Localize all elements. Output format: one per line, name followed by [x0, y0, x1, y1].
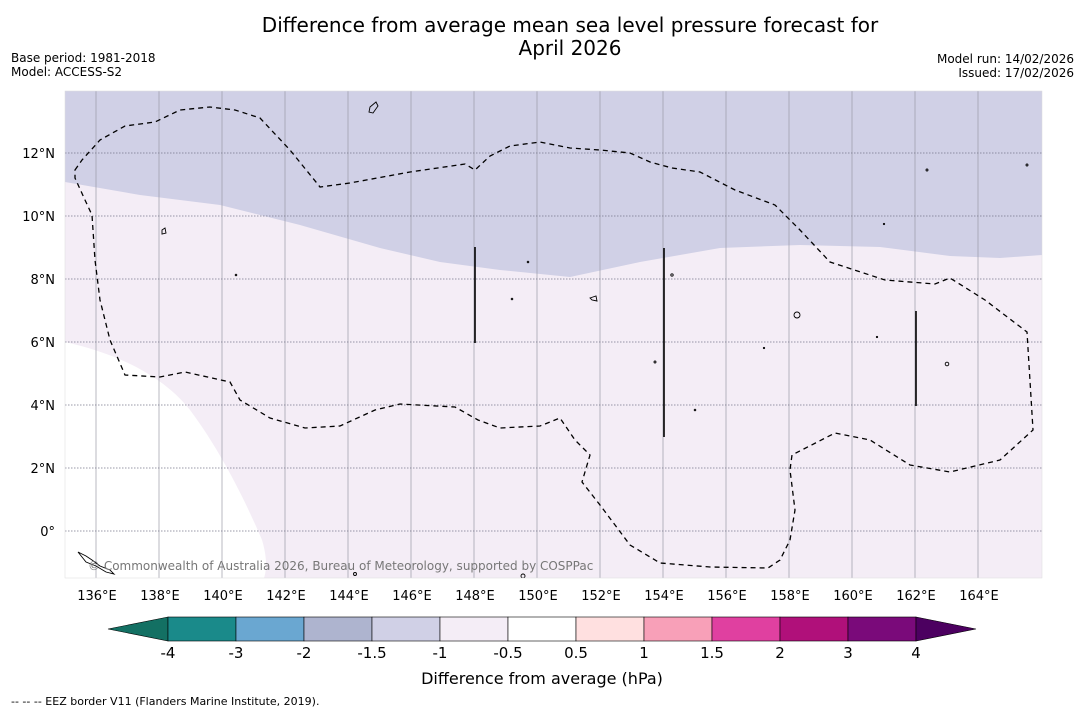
- colorbar-segment: [575, 616, 645, 642]
- meta-right: Model run: 14/02/2026 Issued: 17/02/2026: [937, 52, 1074, 80]
- colorbar-extend-low: [107, 616, 169, 642]
- colorbar-tick: 1: [639, 644, 649, 662]
- lon-label: 152°E: [581, 589, 621, 604]
- colorbar-ticks: -4 -3 -2 -1.5 -1 -0.5 0.5 1 1.5 2 3 4: [161, 644, 921, 662]
- lat-label: 0°: [40, 525, 55, 540]
- lon-label: 156°E: [707, 589, 747, 604]
- eez-borders: [74, 106, 1034, 569]
- lon-label: 136°E: [77, 589, 117, 604]
- lat-label: 2°N: [31, 462, 56, 477]
- islands: [77, 101, 1029, 578]
- lon-labels: 136°E 138°E 140°E 142°E 144°E 146°E 148°…: [77, 589, 999, 604]
- lat-labels: 12°N 10°N 8°N 6°N 4°N 2°N 0°: [22, 147, 55, 540]
- chart-title-line1: Difference from average mean sea level p…: [261, 13, 879, 37]
- eez-lines: [474, 247, 917, 437]
- model-name: Model: ACCESS-S2: [11, 65, 123, 79]
- colorbar-tick: -1: [433, 644, 448, 662]
- anomaly-area-light: [65, 91, 1042, 578]
- colorbar-tick: 4: [911, 644, 921, 662]
- issued-date: Issued: 17/02/2026: [958, 66, 1074, 80]
- colorbar-segment: [711, 616, 781, 642]
- lat-gridlines: [65, 152, 1042, 532]
- colorbar-segment: [643, 616, 713, 642]
- chart-title-line2: April 2026: [518, 36, 622, 60]
- lon-label: 164°E: [959, 589, 999, 604]
- lon-label: 140°E: [203, 589, 243, 604]
- lon-label: 146°E: [392, 589, 432, 604]
- lon-label: 160°E: [833, 589, 873, 604]
- chart-title: Difference from average mean sea level p…: [0, 14, 1085, 60]
- colorbar-tick: 3: [843, 644, 853, 662]
- lon-label: 150°E: [518, 589, 558, 604]
- colorbar-tick: -2: [297, 644, 312, 662]
- lat-label: 6°N: [31, 336, 56, 351]
- colorbar-tick: -0.5: [493, 644, 522, 662]
- lon-label: 158°E: [770, 589, 810, 604]
- colorbar-tick: 1.5: [700, 644, 724, 662]
- colorbar-segment: [507, 616, 577, 642]
- lat-label: 12°N: [22, 147, 55, 162]
- lat-label: 10°N: [22, 210, 55, 225]
- footer-note: -- -- -- EEZ border V11 (Flanders Marine…: [11, 695, 320, 708]
- lon-label: 142°E: [266, 589, 306, 604]
- colorbar-tick: -1.5: [357, 644, 386, 662]
- gridlines: [95, 91, 979, 578]
- lat-label: 4°N: [31, 399, 56, 414]
- anomaly-area-neutral: [65, 342, 266, 578]
- colorbar-tick: 2: [775, 644, 785, 662]
- colorbar-label: Difference from average (hPa): [421, 669, 663, 688]
- colorbar-tick: 0.5: [564, 644, 588, 662]
- colorbar-segment: [439, 616, 509, 642]
- colorbar-segment: [371, 616, 441, 642]
- colorbar-segment: [779, 616, 849, 642]
- colorbar-extend-high: [915, 616, 977, 642]
- base-period: Base period: 1981-2018: [11, 51, 156, 65]
- colorbar-tick: -3: [229, 644, 244, 662]
- colorbar-segment: [303, 616, 373, 642]
- map-copyright: © Commonwealth of Australia 2026, Bureau…: [88, 559, 593, 573]
- colorbar: [107, 616, 977, 642]
- colorbar-segment: [235, 616, 305, 642]
- lon-label: 162°E: [896, 589, 936, 604]
- lon-label: 138°E: [140, 589, 180, 604]
- colorbar-segment: [167, 616, 237, 642]
- lat-label: 8°N: [31, 273, 56, 288]
- lon-label: 154°E: [644, 589, 684, 604]
- anomaly-area-lavender: [65, 91, 1042, 277]
- colorbar-segment: [847, 616, 917, 642]
- map-panel: © Commonwealth of Australia 2026, Bureau…: [65, 91, 1042, 578]
- model-run: Model run: 14/02/2026: [936, 52, 1074, 66]
- lon-label: 144°E: [329, 589, 369, 604]
- colorbar-tick: -4: [161, 644, 176, 662]
- lon-label: 148°E: [455, 589, 495, 604]
- meta-left: Base period: 1981-2018 Model: ACCESS-S2: [11, 51, 156, 79]
